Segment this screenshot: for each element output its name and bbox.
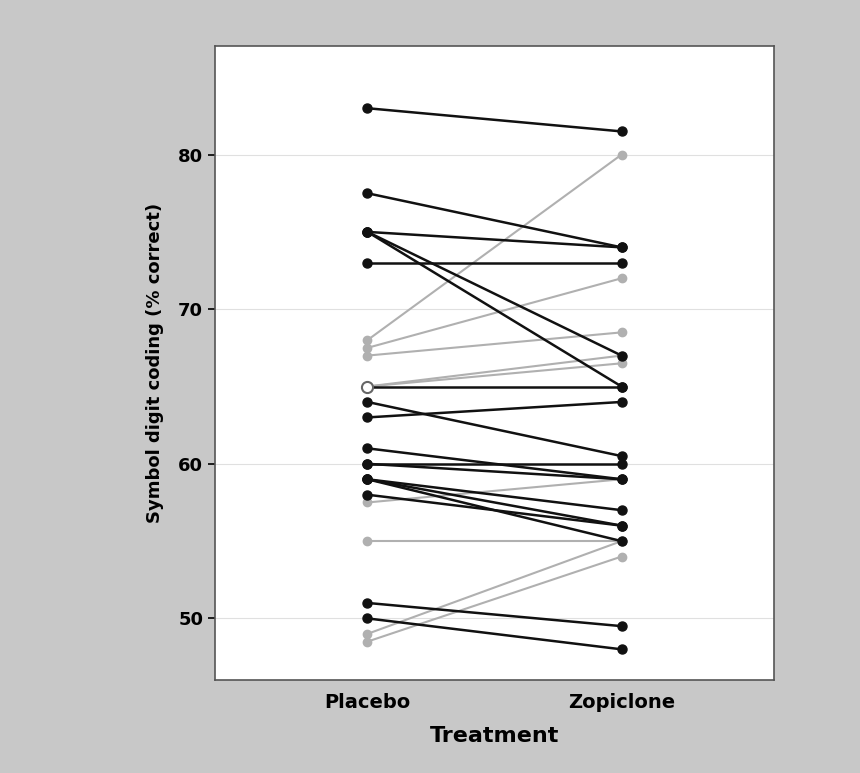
Y-axis label: Symbol digit coding (% correct): Symbol digit coding (% correct): [146, 203, 164, 523]
X-axis label: Treatment: Treatment: [430, 727, 559, 746]
